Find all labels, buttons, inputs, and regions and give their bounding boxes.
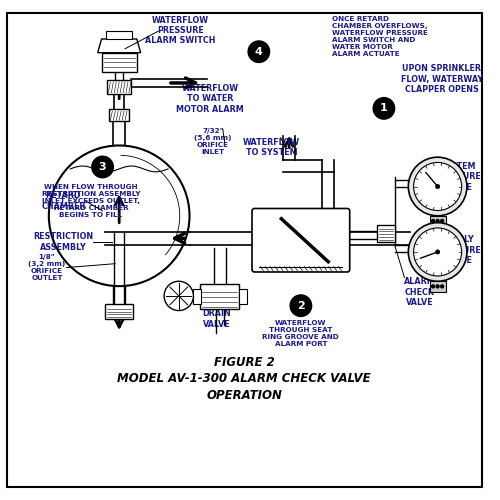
Text: 7/32"
(5,6 mm)
ORIFICE
INLET: 7/32" (5,6 mm) ORIFICE INLET <box>194 128 232 155</box>
Text: WATERFLOW
TO SYSTEM: WATERFLOW TO SYSTEM <box>243 138 300 157</box>
Text: WHEN FLOW THROUGH
RESTRICTION ASSEMBLY
INLET EXCEEDS OUTLET,
RETARD CHAMBER
BEGI: WHEN FLOW THROUGH RESTRICTION ASSEMBLY I… <box>42 184 140 218</box>
Text: WATERFLOW
PRESSURE
ALARM SWITCH: WATERFLOW PRESSURE ALARM SWITCH <box>146 16 216 46</box>
Text: WATERFLOW
TO WATER
MOTOR ALARM: WATERFLOW TO WATER MOTOR ALARM <box>176 84 244 114</box>
Bar <box>110 110 129 121</box>
Text: ONCE RETARD
CHAMBER OVERFLOWS,
WATERFLOW PRESSURE
ALARM SWITCH AND
WATER MOTOR
A: ONCE RETARD CHAMBER OVERFLOWS, WATERFLOW… <box>332 16 428 56</box>
Text: WATERFLOW
THROUGH SEAT
RING GROOVE AND
ALARM PORT: WATERFLOW THROUGH SEAT RING GROOVE AND A… <box>262 320 339 347</box>
Circle shape <box>290 295 312 316</box>
Circle shape <box>432 220 434 222</box>
Bar <box>102 52 137 72</box>
Text: 4: 4 <box>255 46 263 56</box>
Circle shape <box>164 282 194 310</box>
Circle shape <box>436 184 440 188</box>
Circle shape <box>440 220 444 222</box>
Text: 3: 3 <box>99 162 106 172</box>
Text: ALARM
CHECK
VALVE: ALARM CHECK VALVE <box>404 278 436 307</box>
Bar <box>106 304 133 320</box>
Circle shape <box>414 228 462 276</box>
Circle shape <box>92 156 114 178</box>
Circle shape <box>440 285 444 288</box>
Text: SYSTEM
PRESSURE
GAUGE: SYSTEM PRESSURE GAUGE <box>434 162 480 192</box>
Text: 1/8"
(3,2 mm)
ORIFICE
OUTLET: 1/8" (3,2 mm) ORIFICE OUTLET <box>28 254 66 281</box>
Bar <box>106 31 132 39</box>
Text: OPERATION: OPERATION <box>206 389 282 402</box>
Circle shape <box>49 146 190 286</box>
Polygon shape <box>98 39 140 52</box>
Text: 2: 2 <box>297 300 304 310</box>
Bar <box>430 216 446 226</box>
Circle shape <box>414 162 462 210</box>
Circle shape <box>436 285 439 288</box>
Text: UPON SPRINKLER
FLOW, WATERWAY
CLAPPER OPENS: UPON SPRINKLER FLOW, WATERWAY CLAPPER OP… <box>400 64 482 94</box>
Circle shape <box>436 220 439 222</box>
Circle shape <box>248 41 270 62</box>
Circle shape <box>373 98 394 119</box>
Text: 1: 1 <box>380 104 388 114</box>
Bar <box>194 289 201 304</box>
Text: FIGURE 2: FIGURE 2 <box>214 356 274 369</box>
Bar <box>377 224 394 242</box>
Bar <box>108 80 131 94</box>
Circle shape <box>436 250 440 254</box>
Circle shape <box>432 285 434 288</box>
Text: RESTRICTION
ASSEMBLY: RESTRICTION ASSEMBLY <box>34 232 94 252</box>
Bar <box>430 282 446 292</box>
Circle shape <box>408 157 467 216</box>
Circle shape <box>408 222 467 282</box>
Text: RETARD
CHAMBER: RETARD CHAMBER <box>41 192 86 211</box>
Text: SUPPLY
PRESSURE
GAUGE: SUPPLY PRESSURE GAUGE <box>434 235 480 265</box>
FancyBboxPatch shape <box>252 208 350 272</box>
Text: MODEL AV-1-300 ALARM CHECK VALVE: MODEL AV-1-300 ALARM CHECK VALVE <box>118 372 371 386</box>
Bar <box>200 284 239 308</box>
Bar <box>240 289 247 304</box>
Text: MAIN
DRAIN
VALVE: MAIN DRAIN VALVE <box>202 299 231 328</box>
